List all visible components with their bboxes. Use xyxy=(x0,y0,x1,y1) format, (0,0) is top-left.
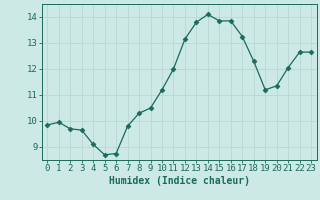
X-axis label: Humidex (Indice chaleur): Humidex (Indice chaleur) xyxy=(109,176,250,186)
